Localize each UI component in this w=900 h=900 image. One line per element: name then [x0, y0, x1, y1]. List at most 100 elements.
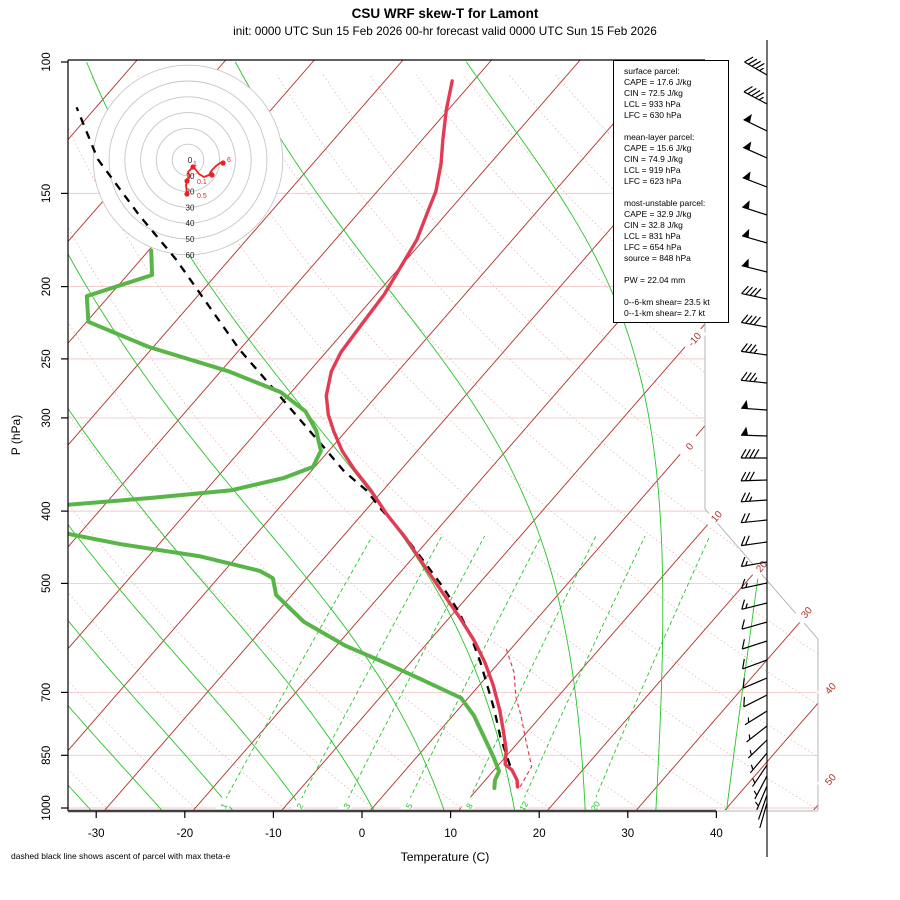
wind-barb: [742, 141, 768, 159]
wind-barb: [743, 694, 768, 708]
wind-barb: [759, 802, 768, 829]
hodograph-point-label: 6: [227, 157, 231, 164]
info-box-line: LCL = 919 hPa: [624, 165, 681, 175]
dry-adiabat: [68, 74, 214, 810]
wind-barb: [740, 556, 768, 568]
info-box-line: LFC = 623 hPa: [624, 176, 682, 186]
dry-adiabat: [68, 74, 124, 810]
info-box-line: source = 848 hPa: [624, 253, 691, 263]
svg-text:20: 20: [589, 799, 603, 812]
info-box-line: [624, 121, 726, 132]
wind-barb: [741, 599, 768, 610]
temperature-tick-label: -30: [88, 828, 105, 840]
virtual-temperature-curve: [505, 646, 533, 788]
mixing-ratio-label: 1: [214, 796, 233, 816]
hodograph-ring: [124, 96, 252, 224]
dewpoint-curve: [68, 248, 502, 790]
hodograph-point: [184, 191, 190, 197]
hodograph-ring: [92, 64, 284, 256]
dry-adiabat: [322, 74, 818, 810]
moist-adiabat: [68, 61, 382, 810]
dry-adiabat: [369, 74, 818, 810]
moist-adiabat: [86, 61, 518, 810]
temperature-tick-label: 40: [710, 828, 723, 840]
temperature-tick-label: 0: [359, 828, 365, 840]
wind-barb: [743, 85, 768, 105]
hodograph-ring-label: 30: [186, 203, 195, 212]
mixing-ratio-line: [584, 535, 711, 810]
pressure-tick-label: 850: [41, 746, 53, 765]
mixing-ratio-line: [211, 535, 373, 810]
isotherm: [191, 60, 818, 810]
hodograph-ring: [108, 80, 268, 240]
moist-adiabat: [68, 61, 176, 810]
wind-barb: [740, 471, 768, 482]
wind-barb: [741, 619, 768, 630]
isotherm-label: 30: [792, 598, 819, 625]
wind-barb: [746, 725, 768, 743]
wind-barb: [752, 764, 768, 787]
mixing-ratio-label: 3: [337, 796, 356, 816]
wind-barb: [749, 752, 768, 774]
info-box-line: CIN = 72.5 J/kg: [624, 88, 683, 98]
isotherm: [68, 60, 670, 810]
hodograph-point: [190, 164, 196, 170]
wind-barb: [740, 314, 768, 328]
temperature-tick-label: 30: [621, 828, 634, 840]
mixing-ratio-label: 8: [460, 796, 478, 816]
wind-barb: [740, 535, 768, 547]
info-box-line: [624, 286, 726, 297]
dry-adiabat: [68, 74, 394, 810]
wind-barb: [740, 371, 768, 384]
pressure-tick-label: 1000: [41, 795, 53, 821]
sounding-curves: [68, 79, 533, 790]
moist-adiabat: [234, 61, 587, 810]
hodograph-point-label: 0.1: [197, 179, 207, 186]
hodograph-point: [220, 160, 226, 166]
wind-barb: [741, 258, 768, 273]
wind-barb: [741, 578, 768, 589]
info-box-line: CIN = 32.8 J/kg: [624, 220, 683, 230]
isotherm: [280, 60, 818, 810]
hodograph-point-label: 0.5: [197, 193, 207, 200]
mixing-ratio-line: [512, 535, 646, 810]
isotherm: [545, 60, 818, 810]
footnote: dashed black line shows ascent of parcel…: [11, 851, 231, 861]
wind-barb: [740, 512, 768, 524]
mixing-ratio-line: [334, 535, 485, 810]
info-box-line: CAPE = 17.6 J/kg: [624, 77, 692, 87]
svg-text:12: 12: [517, 799, 531, 812]
pressure-tick-label: 200: [41, 277, 53, 296]
temperature-curve: [324, 79, 520, 789]
svg-text:0: 0: [684, 441, 696, 453]
hodograph-point: [209, 172, 215, 178]
mixing-ratio-label: 5: [399, 796, 418, 816]
svg-text:1: 1: [218, 801, 229, 810]
info-box-line: CAPE = 32.9 J/kg: [624, 209, 692, 219]
pressure-tick-label: 300: [41, 408, 53, 427]
isotherm-label: 50: [816, 765, 843, 792]
wind-barb: [755, 785, 768, 811]
moist-adiabat: [68, 61, 314, 810]
info-box-line: most-unstable parcel:: [624, 198, 706, 208]
wind-barb: [742, 658, 768, 670]
wind-barb: [742, 677, 768, 689]
wind-barb-column: [740, 40, 768, 857]
hodograph-ring-label: 60: [186, 251, 195, 260]
dry-adiabat: [229, 74, 818, 810]
hodograph-ring-label: 20: [186, 188, 195, 197]
hodograph-point-label: 1: [193, 161, 197, 168]
info-box-line: LFC = 654 hPa: [624, 242, 682, 252]
mixing-ratio-label: 20: [586, 796, 604, 816]
moist-adiabat: [724, 61, 791, 810]
mixing-ratio-label: 2: [290, 796, 309, 816]
dry-adiabat: [68, 74, 664, 810]
temperature-tick-label: 20: [533, 828, 546, 840]
info-box-line: [624, 264, 726, 275]
info-box-line: CAPE = 15.6 J/kg: [624, 143, 692, 153]
moist-adiabat: [68, 61, 246, 810]
mixing-ratio-line: [397, 535, 542, 810]
